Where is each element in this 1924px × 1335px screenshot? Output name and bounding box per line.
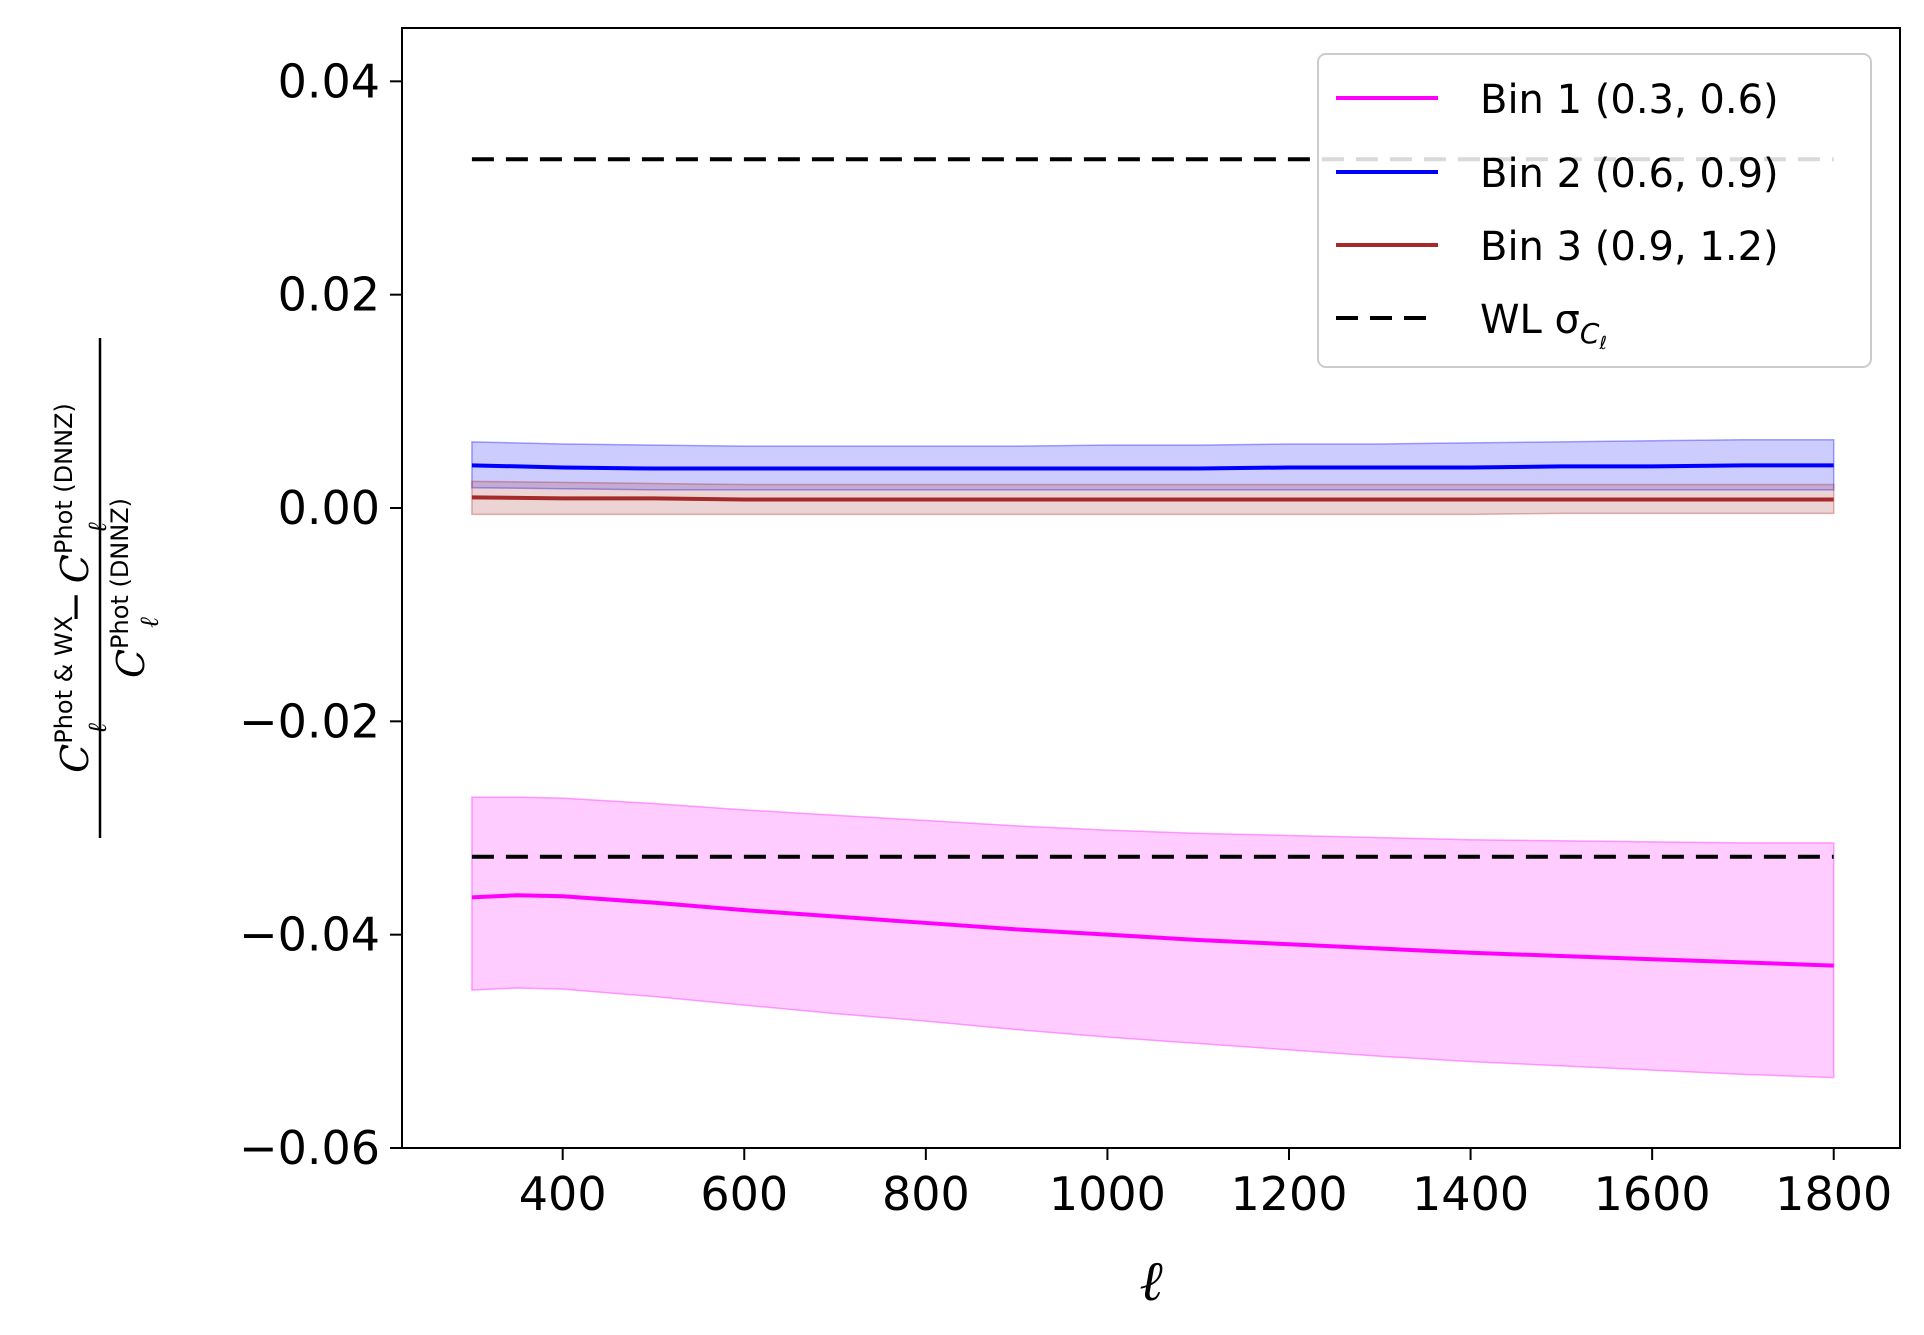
y-tick-label: 0.02 [278, 268, 380, 322]
x-axis-ticks: 400 600 800 1000 1200 1400 1600 1800 [519, 1148, 1892, 1221]
y-tick-label: −0.06 [239, 1121, 380, 1175]
y-label-minus: − [53, 591, 97, 623]
legend: Bin 1 (0.3, 0.6) Bin 2 (0.6, 0.9) Bin 3 … [1317, 53, 1872, 368]
y-tick-label: −0.02 [239, 694, 380, 748]
x-tick-label: 1000 [1049, 1167, 1166, 1221]
y-label-numerator-term1-sub: ℓ [83, 723, 113, 734]
bin2-band [471, 438, 1835, 491]
y-tick-label: 0.00 [278, 481, 380, 535]
x-tick-label: 800 [882, 1167, 970, 1221]
bin2-line [471, 463, 1834, 471]
plot-frame [401, 27, 1901, 1149]
y-tick-label: 0.04 [278, 54, 380, 108]
legend-label-bin3: Bin 3 (0.9, 1.2) [1480, 224, 1779, 270]
y-axis-label: CPhot & WX ℓ−CPhot (DNNZ) ℓ CPhot (DNNZ)ℓ [50, 338, 165, 838]
y-label-numerator-term1: C [53, 744, 97, 773]
legend-label-bin1: Bin 1 (0.3, 0.6) [1480, 77, 1779, 123]
y-label-numerator-term2-sub: ℓ [83, 522, 113, 533]
y-label-numerator-term1-sup: Phot & WX [50, 616, 78, 744]
x-tick-label: 1400 [1412, 1167, 1529, 1221]
x-tick-label: 1800 [1775, 1167, 1892, 1221]
y-label-denominator-sup: Phot (DNNZ) [106, 498, 134, 649]
y-axis-ticks: 0.04 0.02 0.00 −0.02 −0.04 −0.06 [239, 54, 402, 1175]
svg-text:CPhot & WXℓ−CPhot (DNNZ)ℓ: CPhot & WX ℓ−CPhot (DNNZ) ℓ [50, 403, 113, 773]
y-label-numerator-term2-sup: Phot (DNNZ) [50, 403, 78, 554]
x-tick-label: 1600 [1594, 1167, 1711, 1221]
legend-label-wl-sigma: WL σCℓ [1480, 297, 1607, 354]
y-label-denominator-sub: ℓ [135, 617, 165, 628]
y-label-numerator-term2: C [53, 554, 97, 583]
bin3-line [471, 495, 1834, 502]
legend-label-bin2: Bin 2 (0.6, 0.9) [1480, 151, 1779, 197]
y-label-denominator: C [109, 649, 153, 678]
bin1-line [471, 893, 1834, 968]
y-tick-label: −0.04 [239, 908, 380, 962]
x-tick-label: 400 [519, 1167, 607, 1221]
legend-box [1317, 53, 1872, 368]
x-tick-label: 600 [700, 1167, 788, 1221]
svg-text:CPhot (DNNZ)ℓ: CPhot (DNNZ)ℓ [106, 498, 165, 678]
x-tick-label: 1200 [1230, 1167, 1347, 1221]
x-axis-label: ℓ [1139, 1249, 1163, 1314]
